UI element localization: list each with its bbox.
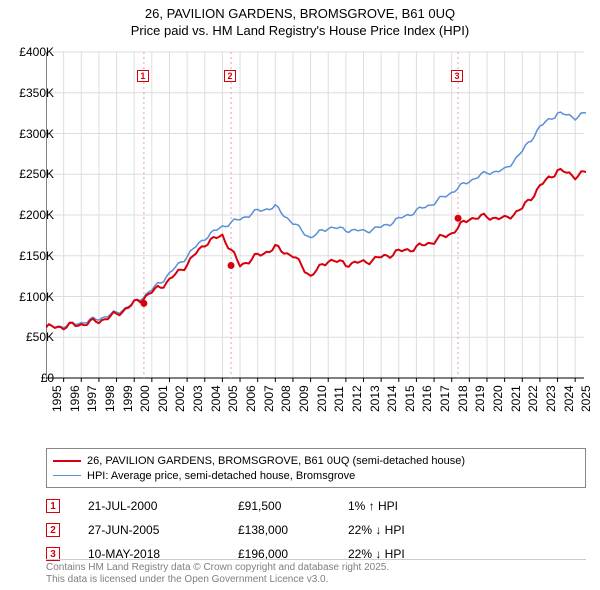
footer: Contains HM Land Registry data © Crown c… [46,559,586,586]
footer-line-2: This data is licensed under the Open Gov… [46,574,586,586]
x-tick-label: 1998 [103,385,117,412]
legend: 26, PAVILION GARDENS, BROMSGROVE, B61 0U… [46,448,586,488]
event-marker: 1 [46,499,60,513]
x-tick-label: 2007 [262,385,276,412]
y-tick-label: £100K [4,290,54,304]
event-price: £138,000 [238,523,348,537]
event-date: 21-JUL-2000 [88,499,238,513]
event-marker: 2 [46,523,60,537]
legend-swatch [53,475,81,476]
x-tick-label: 2015 [403,385,417,412]
x-tick-label: 2005 [226,385,240,412]
title-block: 26, PAVILION GARDENS, BROMSGROVE, B61 0U… [0,0,600,40]
event-row: 2 27-JUN-2005£138,00022% ↓ HPI [46,518,586,542]
legend-item: HPI: Average price, semi-detached house,… [53,468,579,483]
x-tick-label: 1999 [121,385,135,412]
event-delta: 1% ↑ HPI [348,499,478,513]
event-delta: 22% ↓ HPI [348,523,478,537]
chart-container: 26, PAVILION GARDENS, BROMSGROVE, B61 0U… [0,0,600,590]
sale-marker: 3 [451,70,463,82]
event-price: £91,500 [238,499,348,513]
x-tick-label: 2022 [526,385,540,412]
title-address: 26, PAVILION GARDENS, BROMSGROVE, B61 0U… [0,6,600,23]
event-date: 27-JUN-2005 [88,523,238,537]
x-tick-label: 2013 [368,385,382,412]
y-tick-label: £250K [4,167,54,181]
title-subtitle: Price paid vs. HM Land Registry's House … [0,23,600,40]
x-tick-label: 2016 [420,385,434,412]
legend-item: 26, PAVILION GARDENS, BROMSGROVE, B61 0U… [53,453,579,468]
x-tick-label: 2021 [509,385,523,412]
x-tick-label: 2017 [438,385,452,412]
x-tick-label: 2004 [209,385,223,412]
x-tick-label: 1997 [85,385,99,412]
x-tick-label: 2001 [156,385,170,412]
x-tick-label: 2009 [297,385,311,412]
x-tick-label: 2019 [473,385,487,412]
x-tick-label: 2023 [544,385,558,412]
legend-swatch [53,460,81,462]
legend-label: 26, PAVILION GARDENS, BROMSGROVE, B61 0U… [87,455,465,467]
y-tick-label: £300K [4,127,54,141]
y-tick-label: £50K [4,330,54,344]
x-tick-label: 2014 [385,385,399,412]
x-tick-label: 2020 [491,385,505,412]
event-row: 1 21-JUL-2000£91,5001% ↑ HPI [46,494,586,518]
x-tick-label: 2002 [173,385,187,412]
x-tick-label: 2010 [315,385,329,412]
x-tick-label: 2024 [562,385,576,412]
y-tick-label: £400K [4,45,54,59]
y-tick-label: £150K [4,249,54,263]
footer-line-1: Contains HM Land Registry data © Crown c… [46,562,586,574]
events-table: 1 21-JUL-2000£91,5001% ↑ HPI 2 27-JUN-2005£… [46,494,586,566]
y-tick-label: £200K [4,208,54,222]
x-tick-label: 2018 [456,385,470,412]
chart-area [46,48,586,410]
x-tick-label: 2008 [279,385,293,412]
x-tick-label: 2003 [191,385,205,412]
x-tick-label: 1996 [68,385,82,412]
x-tick-label: 2000 [138,385,152,412]
x-tick-label: 1995 [50,385,64,412]
x-tick-label: 2006 [244,385,258,412]
y-tick-label: £0 [4,371,54,385]
y-tick-label: £350K [4,86,54,100]
x-tick-label: 2025 [579,385,593,412]
legend-label: HPI: Average price, semi-detached house,… [87,470,355,482]
sale-marker: 2 [224,70,236,82]
x-tick-label: 2011 [332,386,346,412]
x-tick-label: 2012 [350,385,364,412]
chart-svg [46,48,586,410]
sale-marker: 1 [137,70,149,82]
